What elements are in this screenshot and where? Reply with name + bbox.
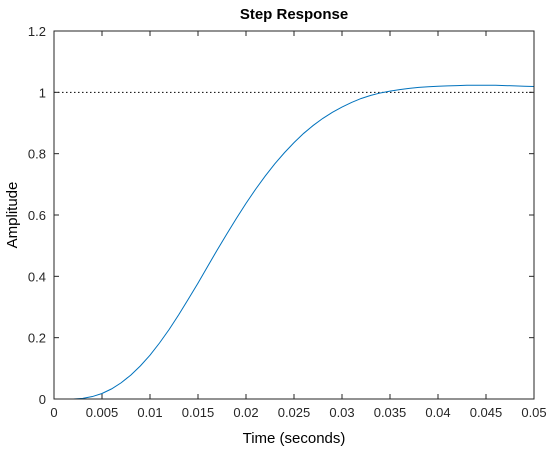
x-tick-label: 0.03: [329, 405, 354, 420]
y-tick-label: 0: [39, 392, 46, 407]
y-axis: 0 0.2 0.4 0.6 0.8 1 1.2: [28, 24, 534, 407]
x-tick-label: 0.005: [86, 405, 119, 420]
y-tick-label: 1: [39, 85, 46, 100]
y-tick-label: 0.4: [28, 269, 46, 284]
plot-area: [54, 31, 534, 399]
series-layer: [54, 84, 535, 400]
x-tick-label: 0.02: [233, 405, 258, 420]
x-tick-label: 0.035: [374, 405, 407, 420]
x-tick-label: 0.025: [278, 405, 311, 420]
y-tick-label: 0.8: [28, 147, 46, 162]
x-tick-label: 0.015: [182, 405, 215, 420]
x-axis: 0 0.005 0.01 0.015 0.02 0.025 0.03 0.035 0.04 0.0…: [50, 31, 547, 420]
y-tick-label: 0.2: [28, 331, 46, 346]
series-line-1: [54, 84, 535, 400]
chart-title: Step Response: [240, 6, 348, 23]
y-axis-label: Amplitude: [4, 182, 21, 249]
y-tick-label: 1.2: [28, 24, 46, 39]
x-tick-label: 0.04: [425, 405, 450, 420]
y-tick-label: 0.6: [28, 208, 46, 223]
x-tick-label: 0.05: [521, 405, 546, 420]
x-tick-label: 0.045: [470, 405, 503, 420]
x-tick-label: 0: [50, 405, 57, 420]
x-axis-label: Time (seconds): [243, 430, 346, 447]
x-tick-label: 0.01: [137, 405, 162, 420]
